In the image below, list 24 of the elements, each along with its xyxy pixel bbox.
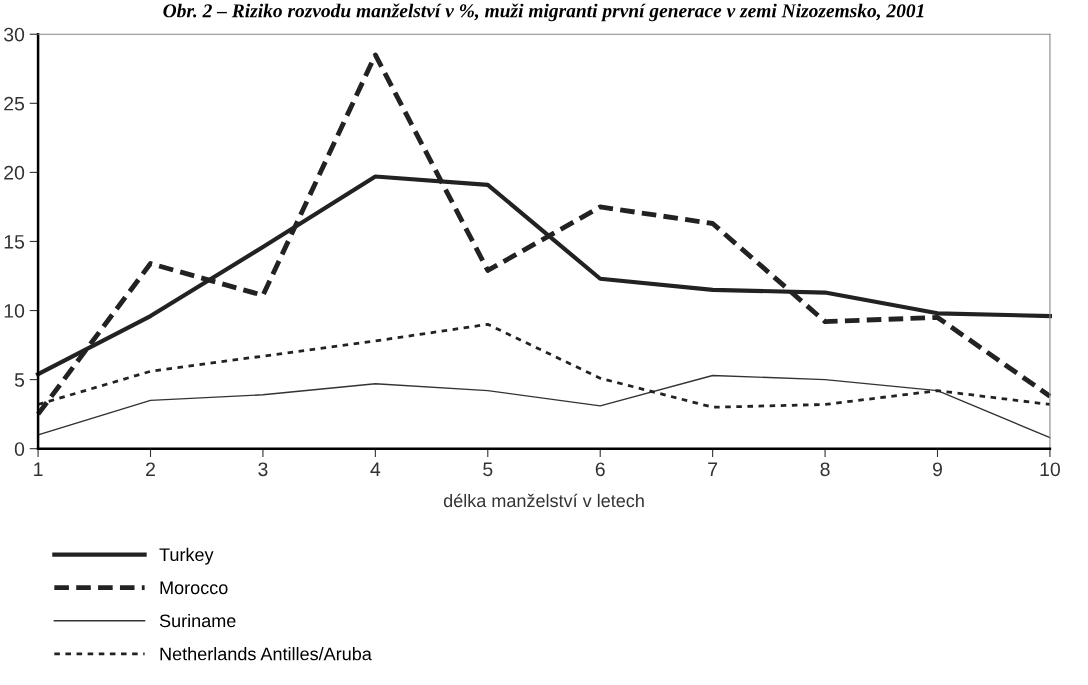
line-series: [37, 374, 1051, 439]
x-tick-label: 8: [820, 462, 830, 477]
y-tick-label: 15: [4, 235, 25, 249]
x-tick-label: 4: [370, 462, 381, 476]
legend-label: Netherlands Antilles/Aruba: [160, 647, 372, 661]
y-tick-label: 25: [4, 96, 25, 111]
y-tick-label: 20: [4, 165, 25, 180]
x-tick-label: 1: [34, 462, 43, 476]
legend-label: Morocco: [160, 581, 228, 595]
y-tick-label: 5: [14, 373, 25, 387]
x-tick-label: 5: [483, 462, 493, 477]
chart-title: Obr. 2 – Riziko rozvodu manželství v %, muži migranti první generace v zemi Nizozemsko, 2001: [163, 3, 924, 22]
y-tick-label: 30: [4, 27, 25, 42]
x-tick-label: 3: [258, 462, 268, 477]
x-tick-label: 6: [595, 462, 605, 477]
legend-label: Suriname: [159, 613, 236, 628]
x-tick-label: 9: [933, 462, 942, 477]
x-tick-label: 2: [146, 462, 155, 476]
x-tick-label: 7: [708, 462, 718, 476]
x-axis-title: délka manželství v letech: [443, 493, 644, 508]
legend-label: Turkey: [159, 547, 214, 565]
y-tick-label: 10: [4, 304, 25, 318]
x-tick-label: 10: [1040, 462, 1060, 477]
y-tick-label: 0: [14, 442, 25, 456]
